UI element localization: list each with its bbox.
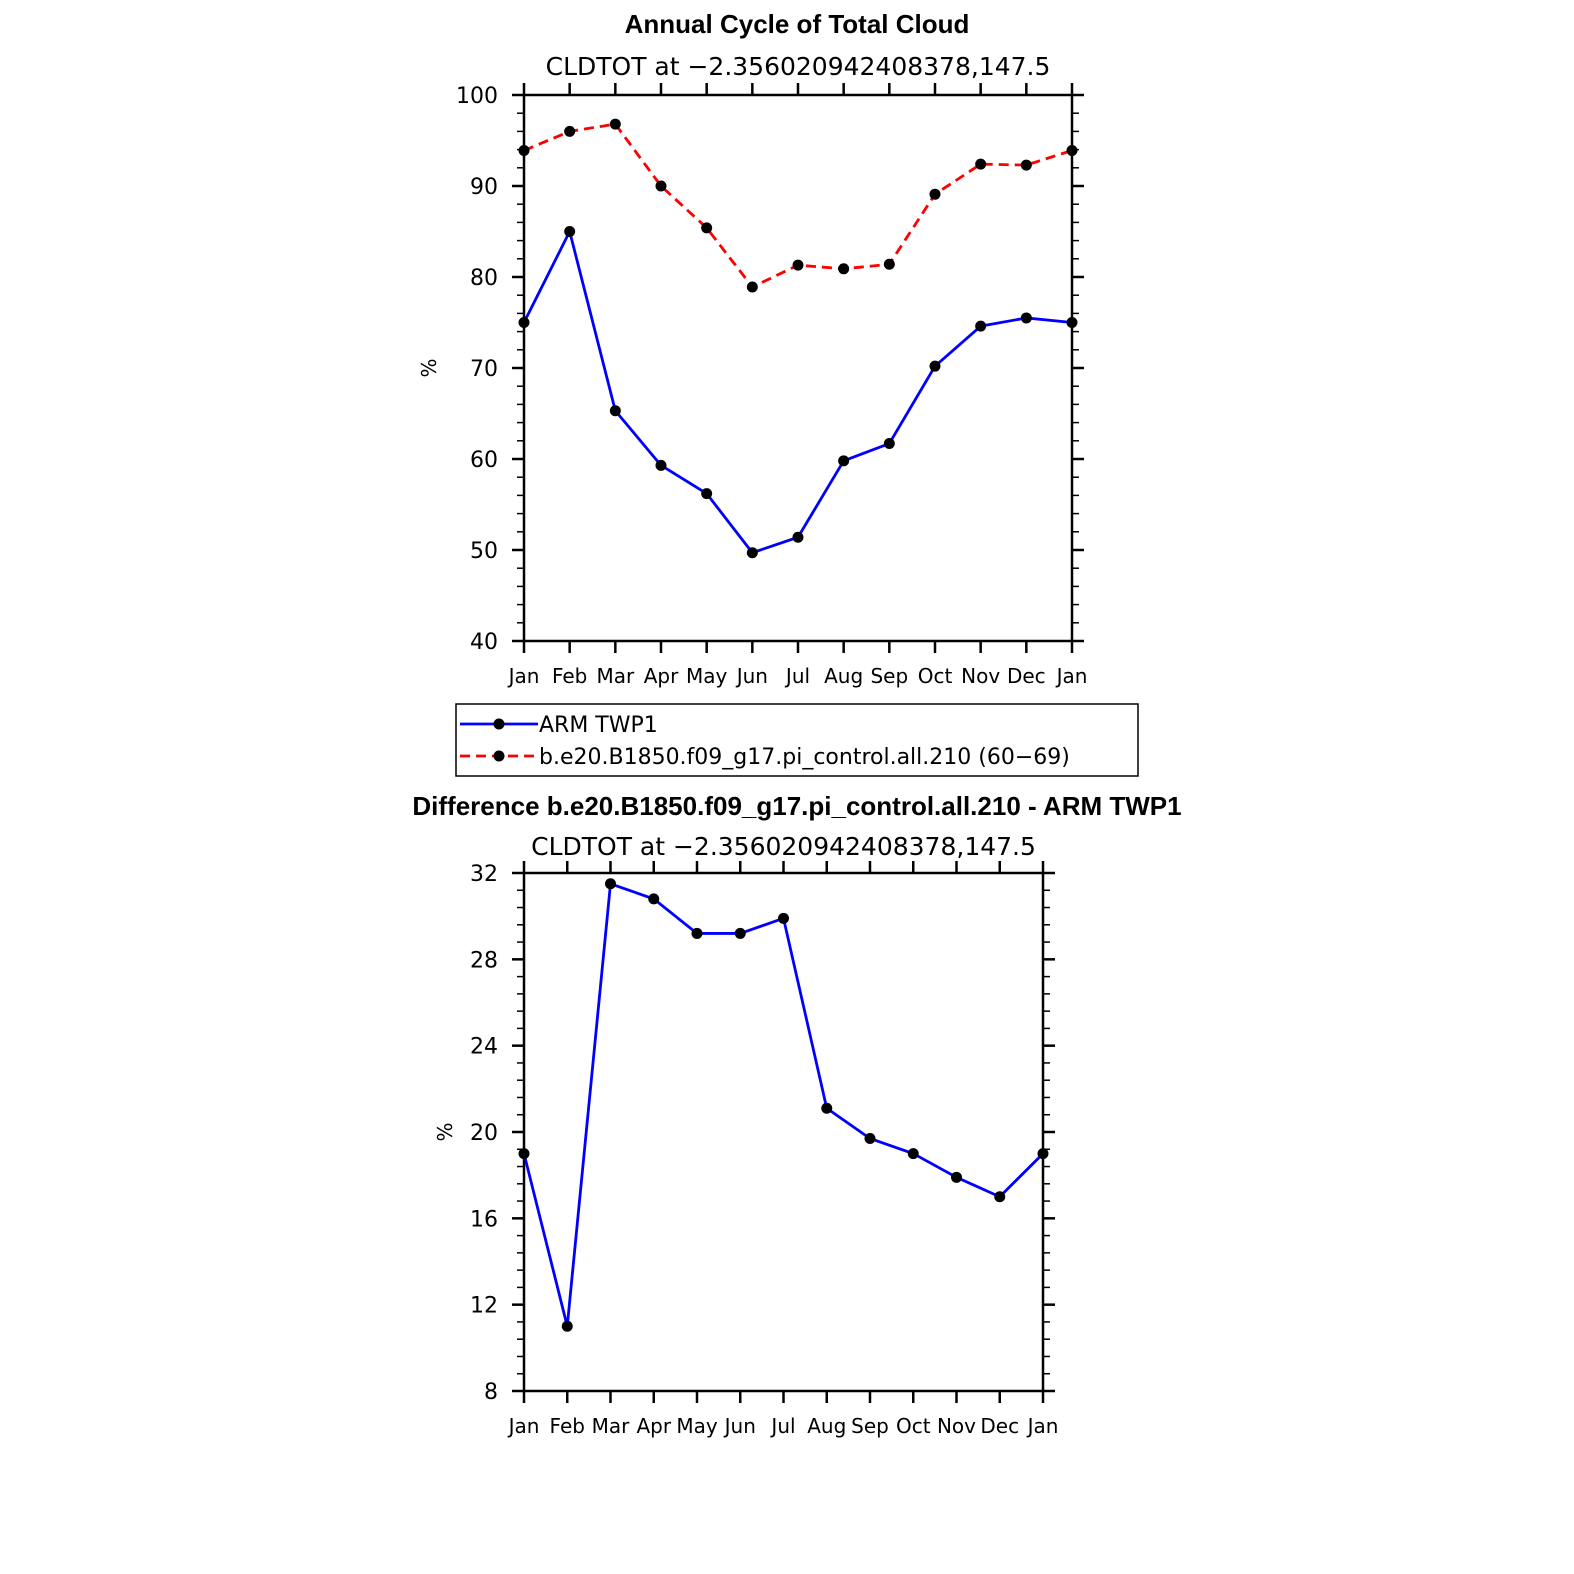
x-tick-label: Feb (550, 1414, 585, 1438)
y-tick-label: 80 (470, 266, 498, 291)
series-line-0 (522, 882, 1044, 1328)
data-point-1 (1066, 145, 1078, 157)
x-tick-label: Nov (937, 1414, 976, 1438)
x-tick-label: Nov (961, 664, 1000, 688)
y-tick-label: 16 (470, 1207, 498, 1232)
data-point-1 (792, 259, 804, 271)
data-point-0 (564, 226, 576, 237)
x-tick-label: Aug (807, 1414, 846, 1438)
y-tick-label: 60 (470, 448, 498, 473)
data-point-0 (518, 317, 530, 328)
x-tick-label: Apr (644, 664, 679, 688)
data-point-0 (609, 405, 621, 417)
y-tick-label: 70 (470, 357, 498, 382)
x-tick-label: Jan (507, 1414, 540, 1438)
legend-label-1: b.e20.B1850.f09_g17.pi_control.all.210 (… (539, 745, 1070, 770)
data-point-0 (951, 1171, 962, 1183)
y-tick-label: 100 (456, 84, 498, 109)
data-point-0 (975, 320, 987, 332)
data-point-0 (734, 927, 746, 939)
annual-cycle-panel: Annual Cycle of Total Cloud CLDTOT at −2.… (417, 9, 1139, 777)
difference-panel: Difference b.e20.B1850.f09_g17.pi_contro… (412, 791, 1181, 1438)
data-point-0 (691, 927, 703, 939)
data-point-0 (746, 547, 758, 559)
x-tick-label: Mar (592, 1414, 631, 1438)
data-point-0 (907, 1148, 919, 1160)
data-point-0 (864, 1132, 876, 1144)
data-point-0 (648, 893, 660, 905)
data-point-1 (929, 188, 941, 200)
data-point-0 (821, 1102, 833, 1114)
legend-label-0: ARM TWP1 (539, 713, 658, 738)
data-point-0 (701, 488, 713, 500)
data-point-0 (994, 1191, 1006, 1203)
x-tick-label: Feb (552, 664, 587, 688)
chart-subtitle: CLDTOT at −2.356020942408378,147.5 (531, 832, 1036, 861)
legend-swatch-marker-1 (493, 750, 505, 762)
y-tick-label: 12 (470, 1294, 498, 1319)
x-tick-label: Sep (851, 1414, 889, 1438)
y-tick-label: 8 (484, 1380, 498, 1405)
legend: ARM TWP1 b.e20.B1850.f09_g17.pi_control.a… (455, 703, 1139, 777)
x-tick-label: May (686, 664, 728, 688)
legend-swatch-marker-0 (493, 718, 505, 730)
x-tick-label: Apr (636, 1414, 671, 1438)
y-tick-label: 28 (470, 948, 498, 973)
x-tick-label: Oct (896, 1414, 931, 1438)
data-point-0 (929, 360, 941, 372)
y-tick-label: 24 (470, 1035, 498, 1060)
x-tick-label: Mar (596, 664, 635, 688)
chart-title: Difference b.e20.B1850.f09_g17.pi_contro… (412, 791, 1181, 821)
data-point-1 (518, 145, 530, 157)
data-point-0 (1066, 317, 1078, 328)
chart-title: Annual Cycle of Total Cloud (625, 9, 970, 39)
legend-box (455, 703, 1139, 777)
plot-frame (522, 93, 1074, 643)
y-tick-label: 32 (470, 862, 498, 887)
data-point-0 (1037, 1148, 1049, 1160)
y-axis-label: % (433, 1122, 457, 1141)
plot-frame (522, 871, 1045, 1393)
x-tick-label: Jul (784, 664, 810, 688)
data-point-1 (975, 158, 987, 170)
data-point-1 (609, 118, 621, 130)
y-axis-label: % (417, 358, 441, 377)
data-point-0 (605, 878, 616, 890)
x-tick-label: Jan (1055, 664, 1088, 688)
x-tick-label: Dec (1007, 664, 1046, 688)
data-point-0 (1020, 312, 1032, 324)
x-tick-label: Jan (1026, 1414, 1059, 1438)
data-point-1 (564, 125, 576, 137)
data-point-1 (883, 258, 895, 270)
y-tick-label: 50 (470, 539, 498, 564)
y-tick-label: 90 (470, 175, 498, 200)
data-point-0 (561, 1320, 573, 1332)
x-tick-label: Jun (723, 1414, 756, 1438)
x-tick-label: Jul (769, 1414, 795, 1438)
x-tick-label: Aug (824, 664, 863, 688)
chart-subtitle: CLDTOT at −2.356020942408378,147.5 (546, 52, 1051, 81)
data-point-1 (655, 180, 667, 192)
y-tick-label: 40 (470, 630, 498, 655)
data-point-1 (746, 281, 758, 293)
data-point-0 (518, 1148, 530, 1160)
data-point-0 (655, 459, 667, 471)
series-line-0 (522, 230, 1073, 555)
data-point-0 (883, 438, 895, 450)
x-tick-label: Oct (918, 664, 953, 688)
x-tick-label: Jun (735, 664, 768, 688)
x-tick-label: May (676, 1414, 718, 1438)
data-point-1 (1020, 159, 1032, 171)
x-tick-label: Sep (870, 664, 908, 688)
data-point-1 (838, 263, 850, 275)
data-point-1 (701, 222, 713, 234)
data-point-0 (838, 455, 850, 467)
data-point-0 (792, 531, 804, 543)
x-tick-label: Jan (507, 664, 540, 688)
y-tick-label: 20 (470, 1121, 498, 1146)
data-point-0 (778, 912, 789, 924)
x-tick-label: Dec (980, 1414, 1019, 1438)
